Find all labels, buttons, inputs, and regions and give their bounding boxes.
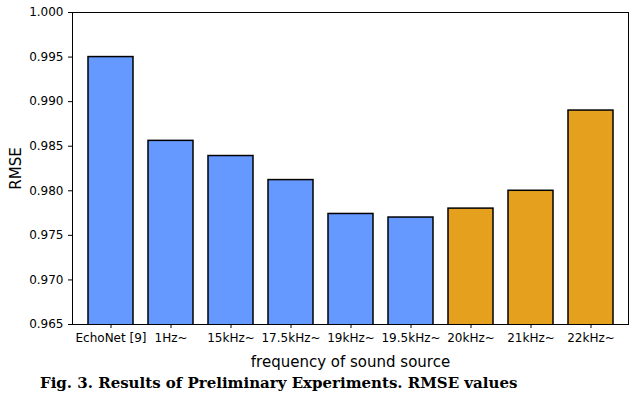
svg-text:0.975: 0.975 [29, 228, 63, 242]
svg-text:21kHz~: 21kHz~ [507, 331, 555, 345]
svg-text:19.5kHz~: 19.5kHz~ [381, 331, 440, 345]
svg-text:0.970: 0.970 [29, 273, 63, 287]
svg-text:1.000: 1.000 [29, 5, 63, 19]
svg-text:0.990: 0.990 [29, 94, 63, 108]
svg-text:22kHz~: 22kHz~ [567, 331, 615, 345]
svg-text:0.980: 0.980 [29, 184, 63, 198]
svg-text:RMSE: RMSE [7, 147, 25, 189]
svg-text:1Hz~: 1Hz~ [154, 331, 187, 345]
svg-text:0.985: 0.985 [29, 139, 63, 153]
svg-text:19kHz~: 19kHz~ [327, 331, 375, 345]
svg-text:frequency of sound source: frequency of sound source [251, 353, 450, 371]
svg-text:0.965: 0.965 [29, 317, 63, 331]
svg-text:15kHz~: 15kHz~ [207, 331, 255, 345]
svg-text:0.995: 0.995 [29, 50, 63, 64]
html-text:Fig. 3. Results of Preliminary: Fig. 3. Results of Preliminary Experimen… [40, 374, 518, 392]
svg-text:20kHz~: 20kHz~ [447, 331, 495, 345]
svg-text:17.5kHz~: 17.5kHz~ [261, 331, 320, 345]
svg-text:EchoNet [9]: EchoNet [9] [75, 331, 146, 345]
